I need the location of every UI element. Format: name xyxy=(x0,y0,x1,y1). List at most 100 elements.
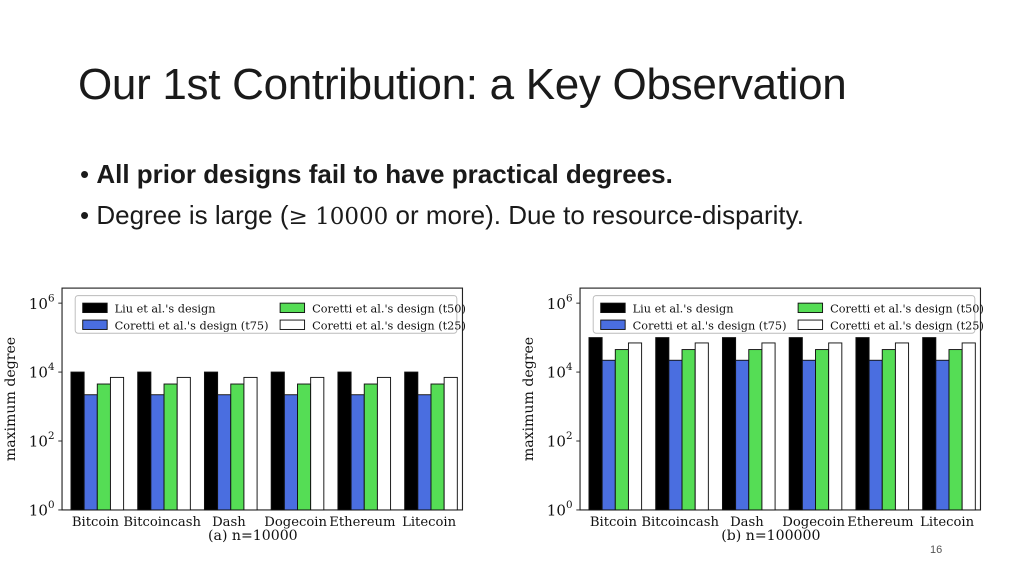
bar xyxy=(668,359,683,511)
bullet-text: All prior designs fail to have practical… xyxy=(96,159,673,189)
bar xyxy=(443,376,458,511)
legend-label: Coretti et al.'s design (t50) xyxy=(312,303,466,316)
legend-swatch xyxy=(82,302,108,314)
bar xyxy=(761,342,776,511)
legend-swatch xyxy=(600,302,626,314)
bar xyxy=(243,376,258,511)
bar xyxy=(310,376,325,511)
bar xyxy=(948,349,963,511)
chart-caption: (a) n=10000 xyxy=(208,528,298,544)
bar xyxy=(109,376,125,511)
page-number: 16 xyxy=(930,544,943,556)
bar xyxy=(150,394,165,511)
legend-label: Coretti et al.'s design (t25) xyxy=(830,319,984,332)
bar xyxy=(363,383,378,511)
bar xyxy=(627,342,643,511)
legend-swatch xyxy=(600,319,626,330)
bar xyxy=(96,383,111,511)
chart-caption: (b) n=100000 xyxy=(721,528,820,544)
bar xyxy=(828,342,843,511)
bar xyxy=(163,383,178,511)
bar xyxy=(788,337,803,511)
bar xyxy=(748,349,763,511)
bar xyxy=(417,394,432,511)
legend-label: Coretti et al.'s design (t75) xyxy=(115,319,269,332)
bar xyxy=(350,394,365,511)
bar xyxy=(270,371,285,511)
x-tick-label: Dogecoin xyxy=(782,515,845,530)
bar xyxy=(176,376,191,511)
x-tick-label: Litecoin xyxy=(402,515,457,530)
legend-label: Coretti et al.'s design (t25) xyxy=(312,319,466,332)
y-tick-label: 104 xyxy=(547,361,573,382)
bar xyxy=(430,383,445,511)
x-tick-label: Bitcoincash xyxy=(123,515,201,530)
bullet-math: ≥ 10000 xyxy=(288,204,389,230)
bar xyxy=(203,371,219,511)
bar xyxy=(404,371,419,511)
bar xyxy=(337,371,352,511)
bar xyxy=(614,349,629,511)
bar xyxy=(894,342,910,511)
x-tick-label: Bitcoin xyxy=(72,515,120,530)
slide-title: Our 1st Contribution: a Key Observation xyxy=(78,60,847,109)
x-tick-label: Bitcoin xyxy=(590,515,638,530)
bar xyxy=(694,342,709,511)
bar xyxy=(83,394,98,511)
legend-swatch xyxy=(797,302,824,314)
y-axis-label: maximum degree xyxy=(521,337,537,461)
x-tick-label: Dash xyxy=(212,515,246,530)
legend-swatch xyxy=(279,319,306,330)
bar xyxy=(815,349,830,511)
plot-frame xyxy=(579,287,982,511)
bar xyxy=(801,359,816,511)
bar xyxy=(868,359,883,511)
chart-b: maximum degree 100 102 104 106 Bitcoin Bitcoin… xyxy=(521,287,984,544)
y-tick-label: 106 xyxy=(29,292,55,313)
legend-label: Liu et al.'s design xyxy=(115,303,216,316)
bullet-prefix: Degree is large ( xyxy=(96,200,289,230)
bar xyxy=(230,383,245,511)
x-tick-label: Ethereum xyxy=(329,515,396,530)
y-tick-label: 104 xyxy=(29,361,55,382)
bar xyxy=(601,359,616,511)
bar xyxy=(283,394,298,511)
y-axis-label: maximum degree xyxy=(3,337,19,461)
legend-box xyxy=(74,295,458,334)
bullet-suffix: or more). Due to resource-disparity. xyxy=(388,200,804,230)
bar xyxy=(961,342,976,511)
x-tick-label: Ethereum xyxy=(847,515,914,530)
x-tick-label: Dogecoin xyxy=(264,515,327,530)
legend-label: Coretti et al.'s design (t75) xyxy=(633,319,787,332)
x-tick-label: Dash xyxy=(730,515,764,530)
bar xyxy=(735,359,750,511)
legend-swatch xyxy=(279,302,306,314)
bar xyxy=(376,376,392,511)
bar xyxy=(655,337,670,511)
legend-label: Liu et al.'s design xyxy=(633,303,734,316)
bar xyxy=(681,349,696,511)
bullet-list: • All prior designs fail to have practic… xyxy=(80,154,804,238)
bar xyxy=(137,371,152,511)
plot-frame xyxy=(61,287,464,511)
x-tick-label: Litecoin xyxy=(920,515,975,530)
bar xyxy=(217,394,232,511)
bullet-item: • All prior designs fail to have practic… xyxy=(80,159,673,189)
legend-swatch xyxy=(797,319,824,330)
bar xyxy=(935,359,950,511)
bar xyxy=(70,371,85,511)
bar xyxy=(922,337,937,511)
bar xyxy=(881,349,896,511)
legend-swatch xyxy=(82,319,108,330)
legend-box xyxy=(592,295,976,334)
y-tick-label: 102 xyxy=(29,430,55,451)
y-tick-label: 100 xyxy=(29,499,55,520)
y-tick-label: 102 xyxy=(547,430,573,451)
y-tick-label: 100 xyxy=(547,499,573,520)
legend-label: Coretti et al.'s design (t50) xyxy=(830,303,984,316)
bar xyxy=(588,337,603,511)
x-tick-label: Bitcoincash xyxy=(641,515,719,530)
bar xyxy=(855,337,870,511)
bar xyxy=(721,337,737,511)
y-tick-label: 106 xyxy=(547,292,573,313)
